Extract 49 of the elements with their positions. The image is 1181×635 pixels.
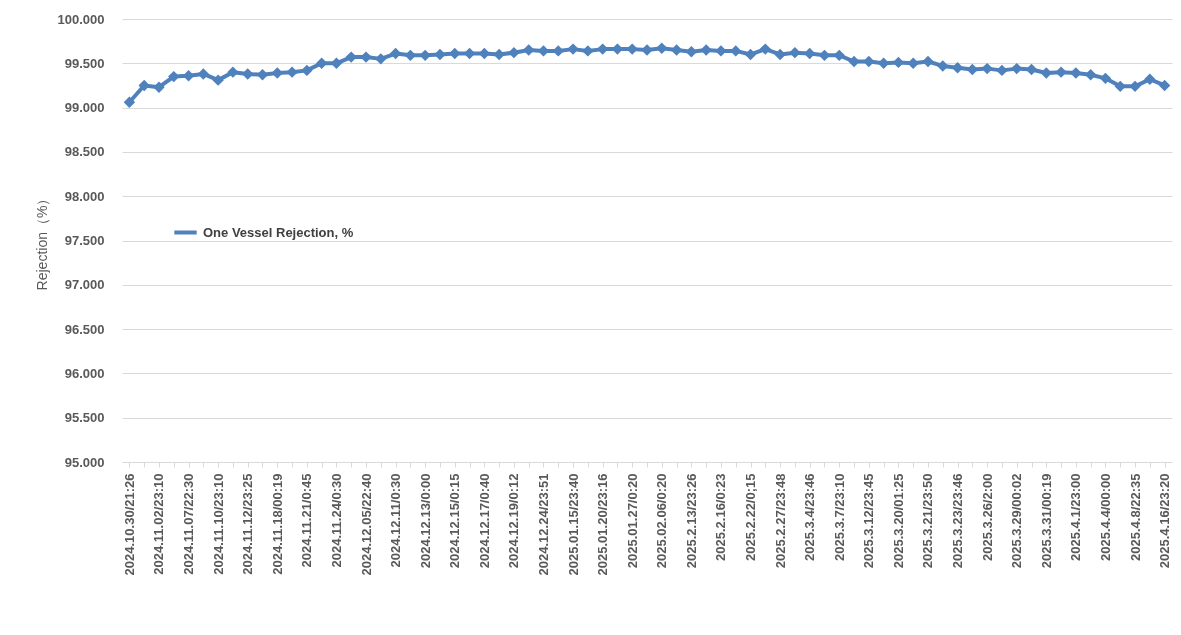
x-tick-label: 2025.02.06/0:20 <box>654 473 670 569</box>
x-tick-label: 2025.3.7/23:10 <box>831 473 847 561</box>
x-tick-label: 2024.12.11/0:30 <box>388 473 404 568</box>
x-tick-label: 2024.12.15/0:15 <box>447 473 463 569</box>
x-tick-label: 2025.3.4/23:46 <box>802 473 818 561</box>
x-tick-label: 2024.12.17/0:40 <box>476 473 492 569</box>
x-tick-label: 2024.11.02/23:10 <box>151 473 167 575</box>
x-tick-label: 2024.11.12/23:25 <box>240 473 256 575</box>
x-tick-label: 2025.2.27/23:48 <box>772 473 788 569</box>
y-tick-label: 96.000 <box>64 365 105 381</box>
x-tick-label: 2024.11.24/0:30 <box>328 473 344 568</box>
x-tick-label: 2024.12.24/23:51 <box>535 473 551 576</box>
y-tick-label: 97.500 <box>64 233 105 248</box>
x-tick-label: 2025.3.21/23:50 <box>920 473 936 569</box>
x-tick-label: 2025.2.13/23:26 <box>683 473 699 569</box>
y-tick-label: 99.500 <box>64 55 105 71</box>
x-tick-label: 2024.11.18/00:19 <box>269 473 285 575</box>
x-tick-label: 2025.3.29/00:02 <box>1009 473 1025 569</box>
x-tick-label: 2025.3.12/23:45 <box>861 473 877 569</box>
x-tick-label: 2025.01.27/0:20 <box>624 473 640 569</box>
y-tick-label: 95.000 <box>64 454 105 470</box>
x-tick-label: 2024.11.21/0:45 <box>299 473 315 568</box>
x-tick-label: 2025.3.26/2:00 <box>979 473 995 561</box>
y-tick-label: 100.000 <box>57 11 105 27</box>
x-tick-label: 2025.4.1/23:00 <box>1068 473 1084 561</box>
y-tick-label: 98.000 <box>64 188 105 204</box>
x-tick-label: 2025.2.16/0:23 <box>713 473 729 561</box>
x-tick-label: 2025.3.31/00:19 <box>1038 473 1054 569</box>
x-tick-label: 2024.11.10/23:10 <box>210 473 226 575</box>
x-tick-label: 2025.2.22/0;15 <box>743 473 759 561</box>
x-tick-label: 2025.4.16/23:20 <box>1157 473 1173 569</box>
x-tick-label: 2024.12.05/22:40 <box>358 473 374 576</box>
x-tick-label: 2025.01.20/23:16 <box>595 473 611 576</box>
legend-label: One Vessel Rejection, % <box>203 224 354 240</box>
y-tick-label: 97.000 <box>64 277 105 293</box>
x-tick-label: 2025.4.8/22:35 <box>1127 473 1143 561</box>
y-tick-label: 99.000 <box>64 100 105 116</box>
x-tick-label: 2025.3.20/01:25 <box>890 473 906 569</box>
y-axis-title: Rejection（%） <box>33 191 50 291</box>
y-tick-label: 96.500 <box>64 321 105 337</box>
x-tick-label: 2024.11.07/22:30 <box>181 473 197 575</box>
x-tick-label: 2024.10.30/21:26 <box>121 473 137 576</box>
x-tick-label: 2025.4.4/00:00 <box>1097 473 1113 561</box>
y-tick-label: 98.500 <box>64 144 105 160</box>
x-tick-label: 2024.12.13/0:00 <box>417 473 433 569</box>
x-tick-label: 2025.3.23/23:46 <box>950 473 966 569</box>
x-tick-label: 2024.12.19/0:12 <box>506 473 522 569</box>
y-tick-label: 95.500 <box>64 410 105 426</box>
x-tick-label: 2025.01.15/23:40 <box>565 473 581 576</box>
